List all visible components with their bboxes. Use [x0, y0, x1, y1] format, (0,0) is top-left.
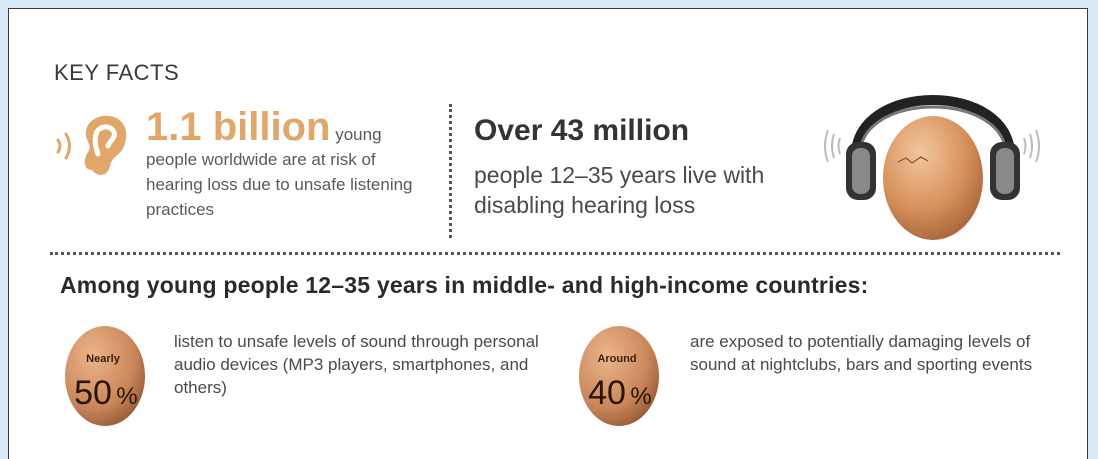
horizontal-divider — [50, 252, 1060, 255]
egg-qualifier: Nearly — [86, 353, 121, 365]
stat-billion-text: young people worldwide are at risk of he… — [146, 125, 413, 219]
vertical-divider — [449, 104, 452, 238]
stat-billion-value: 1.1 billion — [146, 105, 331, 149]
stat-million-value: Over 43 million — [474, 114, 690, 147]
key-facts-title: KEY FACTS — [54, 60, 180, 85]
egg-qualifier: Around — [597, 353, 636, 365]
stat-50-text: listen to unsafe levels of sound through… — [174, 332, 539, 397]
egg-value: 40 — [588, 374, 626, 412]
egg-unit: % — [630, 383, 651, 410]
stat-billion: 1.1 billion young people worldwide are a… — [146, 105, 436, 222]
egg-unit: % — [116, 383, 137, 410]
egg-icon: Around 40 % — [579, 326, 659, 426]
ear-icon — [56, 115, 127, 175]
infographic-frame — [8, 8, 1088, 459]
stat-million-text: people 12–35 years live with disabling h… — [474, 162, 765, 218]
stat-40-text: are exposed to potentially damaging leve… — [690, 332, 1033, 374]
egg-value: 50 — [74, 374, 112, 412]
section-heading: Among young people 12–35 years in middle… — [60, 272, 869, 298]
egg-icon: Nearly 50 % — [65, 326, 145, 426]
headphones-egg-illustration — [824, 95, 1040, 240]
